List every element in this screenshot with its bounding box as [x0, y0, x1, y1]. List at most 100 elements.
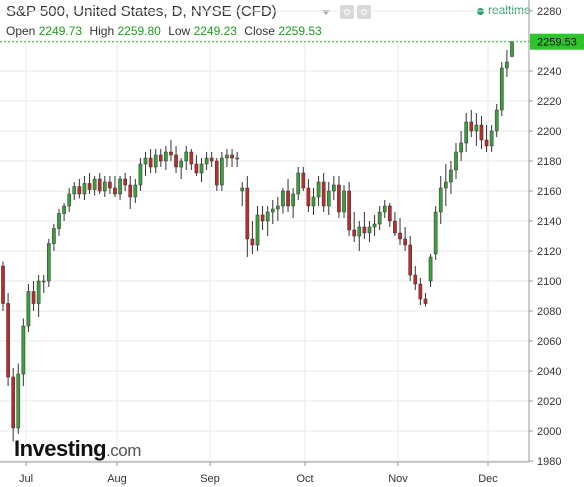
candle-body[interactable] [118, 178, 122, 195]
candle-body[interactable] [260, 214, 265, 222]
candle-body[interactable] [326, 190, 331, 207]
candle-body[interactable] [16, 373, 21, 429]
candle-body[interactable] [82, 183, 87, 195]
candle-body[interactable] [444, 181, 448, 189]
candle-body[interactable] [189, 151, 194, 165]
candle-body[interactable] [301, 172, 306, 189]
candle-body[interactable] [332, 184, 336, 192]
candle-body[interactable] [31, 291, 36, 304]
candle-body[interactable] [62, 205, 66, 214]
candle-body[interactable] [97, 178, 102, 192]
candle-body[interactable] [225, 154, 229, 159]
candle-body[interactable] [169, 151, 173, 156]
candle-body[interactable] [357, 226, 362, 237]
candle-body[interactable] [433, 211, 438, 255]
candle-body[interactable] [67, 193, 71, 207]
candle-body[interactable] [199, 163, 204, 174]
candle-body[interactable] [296, 172, 301, 195]
candle-body[interactable] [164, 151, 168, 162]
candle-body[interactable] [214, 160, 219, 186]
candle-body[interactable] [372, 223, 377, 228]
candle-body[interactable] [469, 121, 474, 132]
candle-body[interactable] [382, 205, 387, 213]
candle-body[interactable] [235, 157, 239, 160]
candle-body[interactable] [276, 205, 280, 210]
settings-icon[interactable] [340, 5, 354, 19]
candle-body[interactable] [281, 190, 285, 207]
candle-body[interactable] [347, 190, 351, 231]
candle-body[interactable] [250, 238, 255, 246]
candle-body[interactable] [245, 187, 250, 240]
candle-body[interactable] [505, 61, 509, 69]
candle-body[interactable] [92, 178, 97, 190]
candle-body[interactable] [337, 184, 341, 213]
candle-body[interactable] [26, 291, 31, 327]
candle-body[interactable] [270, 208, 275, 213]
candle-body[interactable] [11, 376, 16, 429]
candle-body[interactable] [128, 184, 133, 198]
candle-body[interactable] [204, 157, 209, 165]
candle-body[interactable] [454, 151, 458, 171]
candle-body[interactable] [265, 211, 270, 222]
candle-body[interactable] [148, 157, 153, 168]
candle-body[interactable] [408, 244, 413, 276]
candle-body[interactable] [138, 163, 143, 186]
candle-body[interactable] [209, 157, 214, 162]
candle-body[interactable] [362, 226, 367, 234]
candle-body[interactable] [158, 154, 163, 162]
candle-body[interactable] [113, 187, 117, 195]
candle-body[interactable] [438, 187, 443, 213]
candle-body[interactable] [484, 139, 489, 147]
candle-body[interactable] [449, 169, 453, 183]
candle-body[interactable] [367, 226, 372, 234]
candle-body[interactable] [393, 220, 397, 234]
candle-body[interactable] [194, 163, 199, 174]
candle-body[interactable] [388, 205, 392, 222]
candle-body[interactable] [46, 243, 51, 282]
candle-body[interactable] [459, 142, 463, 153]
candle-body[interactable] [311, 196, 316, 207]
candle-body[interactable] [403, 238, 407, 246]
candle-body[interactable] [489, 130, 494, 147]
candle-body[interactable] [286, 190, 290, 207]
candle-body[interactable] [291, 193, 295, 207]
candle-body[interactable] [510, 41, 514, 57]
candle-body[interactable] [102, 181, 107, 192]
candle-body[interactable] [179, 160, 183, 168]
candle-body[interactable] [321, 181, 326, 207]
candle-body[interactable] [52, 228, 56, 244]
candle-body[interactable] [6, 303, 10, 378]
candle-body[interactable] [1, 265, 5, 304]
candle-body[interactable] [220, 157, 224, 186]
candle-body[interactable] [77, 186, 82, 195]
candle-body[interactable] [352, 229, 357, 237]
chevron-down-icon[interactable] [322, 10, 330, 15]
candle-body[interactable] [41, 280, 46, 283]
candle-body[interactable] [21, 325, 26, 375]
fullscreen-icon[interactable] [357, 5, 371, 19]
candle-body[interactable] [418, 283, 423, 300]
candle-body[interactable] [499, 67, 504, 111]
candle-body[interactable] [316, 181, 321, 198]
candle-body[interactable] [153, 154, 158, 168]
candle-body[interactable] [87, 183, 92, 190]
candle-body[interactable] [240, 187, 245, 192]
candle-body[interactable] [306, 187, 311, 207]
candle-body[interactable] [108, 181, 112, 189]
candle-body[interactable] [423, 298, 428, 304]
candle-body[interactable] [377, 211, 382, 225]
candle-body[interactable] [230, 154, 234, 159]
candle-body[interactable] [133, 184, 138, 198]
candle-body[interactable] [72, 186, 77, 195]
candle-body[interactable] [174, 154, 178, 168]
candle-body[interactable] [57, 213, 61, 229]
candle-body[interactable] [123, 178, 127, 186]
candle-body[interactable] [255, 214, 260, 246]
candle-body[interactable] [479, 124, 484, 141]
candle-body[interactable] [494, 109, 499, 132]
candle-body[interactable] [36, 280, 41, 304]
candle-body[interactable] [143, 157, 148, 165]
candle-body[interactable] [184, 151, 189, 162]
candle-body[interactable] [464, 121, 469, 144]
